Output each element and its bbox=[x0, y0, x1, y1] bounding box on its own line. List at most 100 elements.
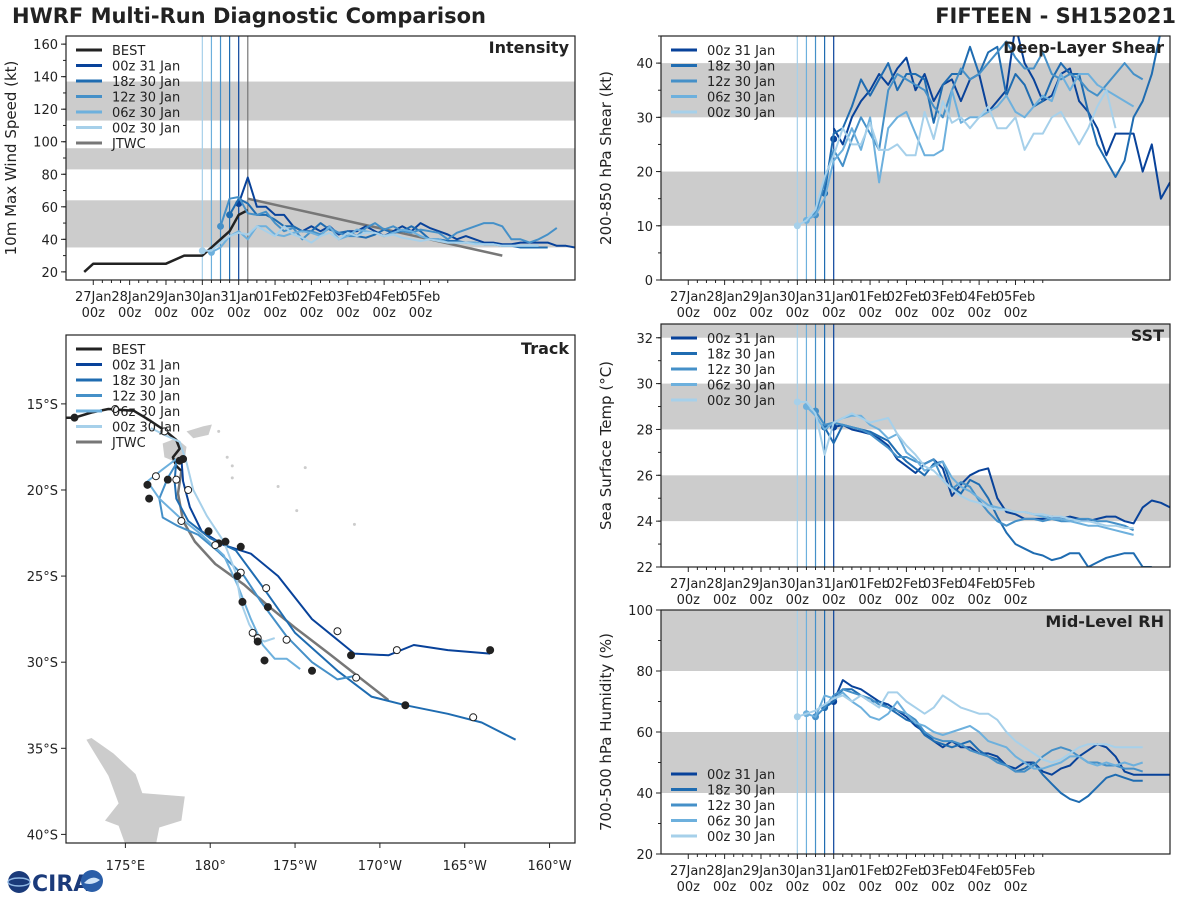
rh-xtick-hour: 00z bbox=[786, 880, 810, 895]
rh-xtick-hour: 00z bbox=[895, 880, 919, 895]
shear-xtick-hour: 00z bbox=[895, 306, 919, 321]
intensity-series-marker bbox=[217, 222, 225, 230]
track-line bbox=[150, 427, 276, 643]
rh-plot-area bbox=[661, 610, 1170, 854]
rh-legend-label: 06z 30 Jan bbox=[707, 815, 775, 830]
sst-xtick-date: 30Jan bbox=[779, 577, 816, 592]
rh-series-line bbox=[824, 688, 1143, 804]
rh-band bbox=[661, 732, 1170, 793]
sst-xtick-hour: 00z bbox=[858, 593, 882, 608]
rh-ytick-label: 80 bbox=[636, 665, 653, 680]
intensity-xtick-hour: 00z bbox=[372, 306, 396, 321]
rh-series-marker bbox=[793, 713, 801, 721]
shear-ytick-label: 20 bbox=[636, 166, 653, 181]
sst-xtick-hour: 00z bbox=[713, 593, 737, 608]
sst-xtick-date: 28Jan bbox=[706, 577, 743, 592]
track-line bbox=[66, 407, 183, 472]
rh-xtick-date: 29Jan bbox=[743, 864, 780, 879]
rh-xtick-hour: 00z bbox=[713, 880, 737, 895]
sst-xtick-date: 31Jan bbox=[815, 577, 852, 592]
intensity-band bbox=[66, 148, 575, 170]
sst-legend-label: 00z 30 Jan bbox=[707, 394, 775, 409]
shear-plot-area bbox=[661, 36, 1170, 280]
track-position-marker bbox=[160, 427, 169, 436]
rh-xtick-date: 02Feb bbox=[887, 864, 927, 879]
cira-logo: CIRA bbox=[7, 870, 103, 896]
rh-xtick-date: 04Feb bbox=[959, 864, 999, 879]
logo-text: CIRA bbox=[32, 872, 90, 896]
sst-series-marker bbox=[793, 398, 801, 406]
rh-panel-title: Mid-Level RH bbox=[1045, 612, 1164, 631]
sst-xtick-hour: 00z bbox=[1004, 593, 1028, 608]
track-position-marker bbox=[260, 656, 269, 665]
shear-series-marker bbox=[793, 222, 801, 230]
island bbox=[230, 464, 234, 468]
rh-xtick-date: 03Feb bbox=[923, 864, 963, 879]
intensity-xtick-date: 03Feb bbox=[328, 290, 368, 305]
rh-series-line bbox=[796, 691, 1143, 764]
rh-legend-label: 18z 30 Jan bbox=[707, 784, 775, 799]
intensity-ytick-label: 20 bbox=[41, 266, 58, 281]
track-position-marker bbox=[238, 597, 247, 606]
track-position-marker bbox=[263, 603, 272, 612]
track-position-marker bbox=[262, 584, 271, 593]
shear-panel-title: Deep-Layer Shear bbox=[1003, 38, 1164, 57]
track-lon-label: 175°E bbox=[106, 859, 146, 874]
sst-ytick-label: 26 bbox=[636, 469, 653, 484]
shear-ytick-label: 40 bbox=[636, 57, 653, 72]
shear-band bbox=[661, 171, 1170, 226]
track-position-marker bbox=[204, 527, 213, 536]
storm-id-title: FIFTEEN - SH152021 bbox=[935, 4, 1176, 28]
sst-ytick-label: 24 bbox=[636, 515, 653, 530]
track-lat-label: 35°S bbox=[27, 742, 58, 757]
intensity-legend-label: 06z 30 Jan bbox=[112, 106, 180, 121]
intensity-xtick-hour: 00z bbox=[227, 306, 251, 321]
rh-xtick-date: 01Feb bbox=[850, 864, 890, 879]
island bbox=[217, 429, 221, 433]
shear-xtick-date: 29Jan bbox=[743, 290, 780, 305]
track-panel-title: Track bbox=[521, 339, 569, 358]
track-position-marker bbox=[392, 646, 401, 655]
sst-plot-area bbox=[661, 324, 1170, 567]
sst-xtick-date: 03Feb bbox=[923, 577, 963, 592]
sst-band bbox=[661, 324, 1170, 338]
shear-legend-label: 00z 31 Jan bbox=[707, 44, 775, 59]
track-position-marker bbox=[175, 456, 184, 465]
sst-legend-label: 12z 30 Jan bbox=[707, 363, 775, 378]
island bbox=[276, 485, 280, 489]
track-position-marker bbox=[143, 480, 152, 489]
intensity-xtick-hour: 00z bbox=[409, 306, 433, 321]
sst-ylabel: Sea Surface Temp (°C) bbox=[597, 361, 615, 530]
rh-xtick-date: 31Jan bbox=[815, 864, 852, 879]
shear-ytick-label: 0 bbox=[645, 274, 653, 289]
sst-legend-label: 00z 31 Jan bbox=[707, 332, 775, 347]
intensity-legend-label: 18z 30 Jan bbox=[112, 75, 180, 90]
sst-band bbox=[661, 475, 1170, 522]
intensity-xtick-date: 31Jan bbox=[220, 290, 257, 305]
intensity-xtick-hour: 00z bbox=[154, 306, 178, 321]
sst-xtick-date: 01Feb bbox=[850, 577, 890, 592]
shear-ytick-label: 10 bbox=[636, 220, 653, 235]
rh-xtick-hour: 00z bbox=[858, 880, 882, 895]
shear-xtick-date: 28Jan bbox=[706, 290, 743, 305]
track-position-marker bbox=[184, 485, 193, 494]
figure-title: HWRF Multi-Run Diagnostic Comparison bbox=[12, 4, 487, 28]
shear-xtick-hour: 00z bbox=[713, 306, 737, 321]
track-position-marker bbox=[308, 666, 317, 675]
track-line bbox=[173, 460, 517, 741]
rh-legend-label: 12z 30 Jan bbox=[707, 799, 775, 814]
track-position-marker bbox=[253, 637, 262, 646]
intensity-xtick-hour: 00z bbox=[191, 306, 215, 321]
rh-ytick-label: 60 bbox=[636, 726, 653, 741]
island bbox=[352, 522, 356, 526]
intensity-series-line bbox=[247, 197, 503, 257]
intensity-xtick-date: 30Jan bbox=[184, 290, 221, 305]
sst-xtick-hour: 00z bbox=[677, 593, 701, 608]
track-position-marker bbox=[221, 537, 230, 546]
track-line bbox=[180, 458, 491, 657]
track-frame bbox=[65, 334, 576, 844]
intensity-xtick-date: 28Jan bbox=[111, 290, 148, 305]
sst-xtick-date: 29Jan bbox=[743, 577, 780, 592]
track-position-marker bbox=[282, 635, 291, 644]
sst-xtick-date: 05Feb bbox=[996, 577, 1036, 592]
